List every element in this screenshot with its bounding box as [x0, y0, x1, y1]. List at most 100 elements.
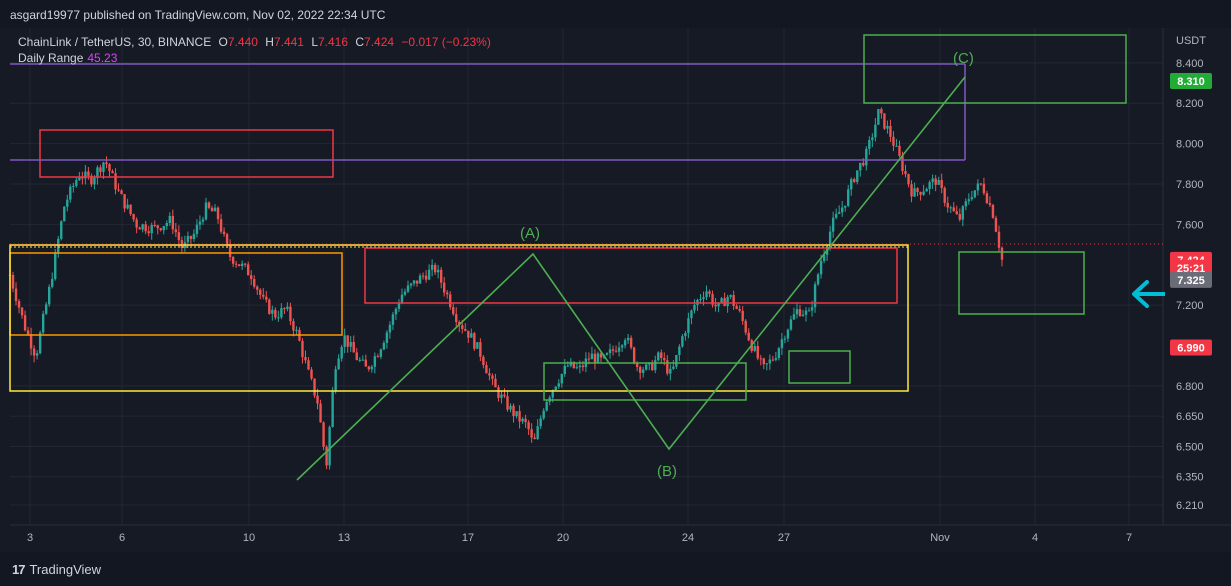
candle-body — [123, 194, 126, 209]
candle-body — [979, 183, 983, 185]
candle-body — [681, 336, 684, 347]
candle-body — [937, 180, 940, 185]
candle-body — [931, 178, 934, 183]
candle-body — [66, 199, 69, 207]
candle-body — [225, 234, 229, 246]
candle-body — [274, 309, 277, 318]
x-tick-label: 10 — [243, 532, 255, 544]
candle-body — [545, 401, 548, 411]
symbol-label[interactable]: ChainLink / TetherUS, 30, BINANCE — [18, 35, 212, 49]
candle-body — [958, 214, 961, 220]
candle-body — [524, 418, 527, 423]
abc-wave-line — [296, 76, 966, 481]
x-tick-label: 4 — [1032, 532, 1038, 544]
candle-body — [997, 231, 1001, 248]
candle-body — [804, 310, 808, 315]
candle-body — [117, 189, 120, 191]
candle-body — [967, 199, 971, 202]
candle-body — [461, 325, 464, 329]
indicator-label: Daily Range — [18, 51, 84, 65]
price-tag — [1170, 339, 1212, 356]
grid — [10, 28, 1231, 526]
candle-body — [406, 285, 410, 292]
candle-body — [144, 224, 147, 232]
arrow-left-icon — [1132, 280, 1165, 308]
candle-body — [295, 329, 298, 331]
candle-body — [708, 291, 711, 294]
candle-body — [69, 186, 72, 200]
tradingview-logo[interactable]: 17 TradingView — [12, 562, 101, 577]
candle-body — [476, 342, 479, 349]
x-tick-label: 6 — [119, 532, 125, 544]
candle-body — [889, 125, 892, 137]
candle-body — [991, 204, 995, 218]
candle-body — [738, 308, 741, 311]
candle-body — [84, 171, 87, 179]
candle-body — [623, 340, 627, 346]
candle-body — [557, 383, 560, 387]
candle-body — [277, 317, 280, 319]
candle-body — [657, 352, 660, 361]
candle-body — [880, 109, 883, 114]
price-axis: USDT 8.400 8.200 8.000 7.800 7.600 7.200 6.800… — [1176, 35, 1206, 512]
y-tick-label: 7.200 — [1176, 300, 1204, 312]
candle-body — [319, 403, 322, 423]
chart-area[interactable] — [0, 28, 1231, 552]
candle-body — [180, 240, 184, 248]
wave-label-b: (B) — [657, 463, 677, 480]
candle-body — [928, 182, 931, 189]
ohlc-close: C7.424 — [355, 35, 395, 49]
candle-body — [198, 221, 202, 225]
candle-body — [578, 365, 582, 368]
price-tag-label: 6.990 — [1177, 343, 1205, 355]
candle-body — [430, 264, 434, 270]
candle-body — [741, 310, 744, 321]
candle-body — [102, 162, 105, 172]
candle-body — [877, 109, 880, 125]
y-tick-label: 8.000 — [1176, 139, 1204, 151]
candle-body — [527, 422, 530, 430]
candle-body — [47, 286, 51, 305]
candle-body — [530, 429, 533, 438]
candle-body — [370, 366, 374, 370]
candle-body — [629, 337, 633, 348]
candle-body — [96, 167, 99, 178]
candle-body — [322, 422, 325, 447]
candle-body — [608, 349, 612, 354]
candle-body — [54, 252, 57, 280]
candle-body — [497, 387, 500, 398]
candle-body — [611, 349, 615, 351]
wave-label-c: (C) — [953, 50, 974, 67]
candle-body — [913, 188, 916, 197]
candle-body — [470, 333, 473, 338]
candle-body — [488, 373, 491, 376]
candle-body — [240, 263, 244, 267]
candle-body — [141, 224, 144, 230]
indicator-row[interactable]: Daily Range 45.23 — [18, 50, 491, 66]
candle-body — [844, 205, 847, 208]
candle-body — [726, 296, 729, 307]
candle-body — [156, 225, 159, 229]
candle-body — [394, 308, 398, 315]
candle-body — [108, 164, 111, 172]
ohlc-high: H7.441 — [265, 35, 304, 49]
candle-body — [868, 140, 871, 149]
candle-body — [500, 394, 503, 398]
candle-body — [563, 365, 566, 375]
candle-body — [759, 358, 762, 360]
candle-body — [518, 411, 521, 422]
orange-zone-box — [9, 252, 343, 336]
candle-body — [424, 275, 428, 280]
candle-body — [503, 394, 506, 397]
publish-bar: asgard19977 published on TradingView.com… — [0, 0, 1231, 30]
candle-body — [352, 342, 355, 353]
candle-body — [587, 358, 591, 360]
candle-body — [904, 171, 907, 175]
candle-body — [343, 335, 346, 347]
x-tick-label: 20 — [557, 532, 569, 544]
candle-body — [756, 346, 759, 359]
candle-body — [859, 162, 862, 171]
candle-body — [605, 353, 609, 355]
candle-body — [819, 260, 823, 275]
